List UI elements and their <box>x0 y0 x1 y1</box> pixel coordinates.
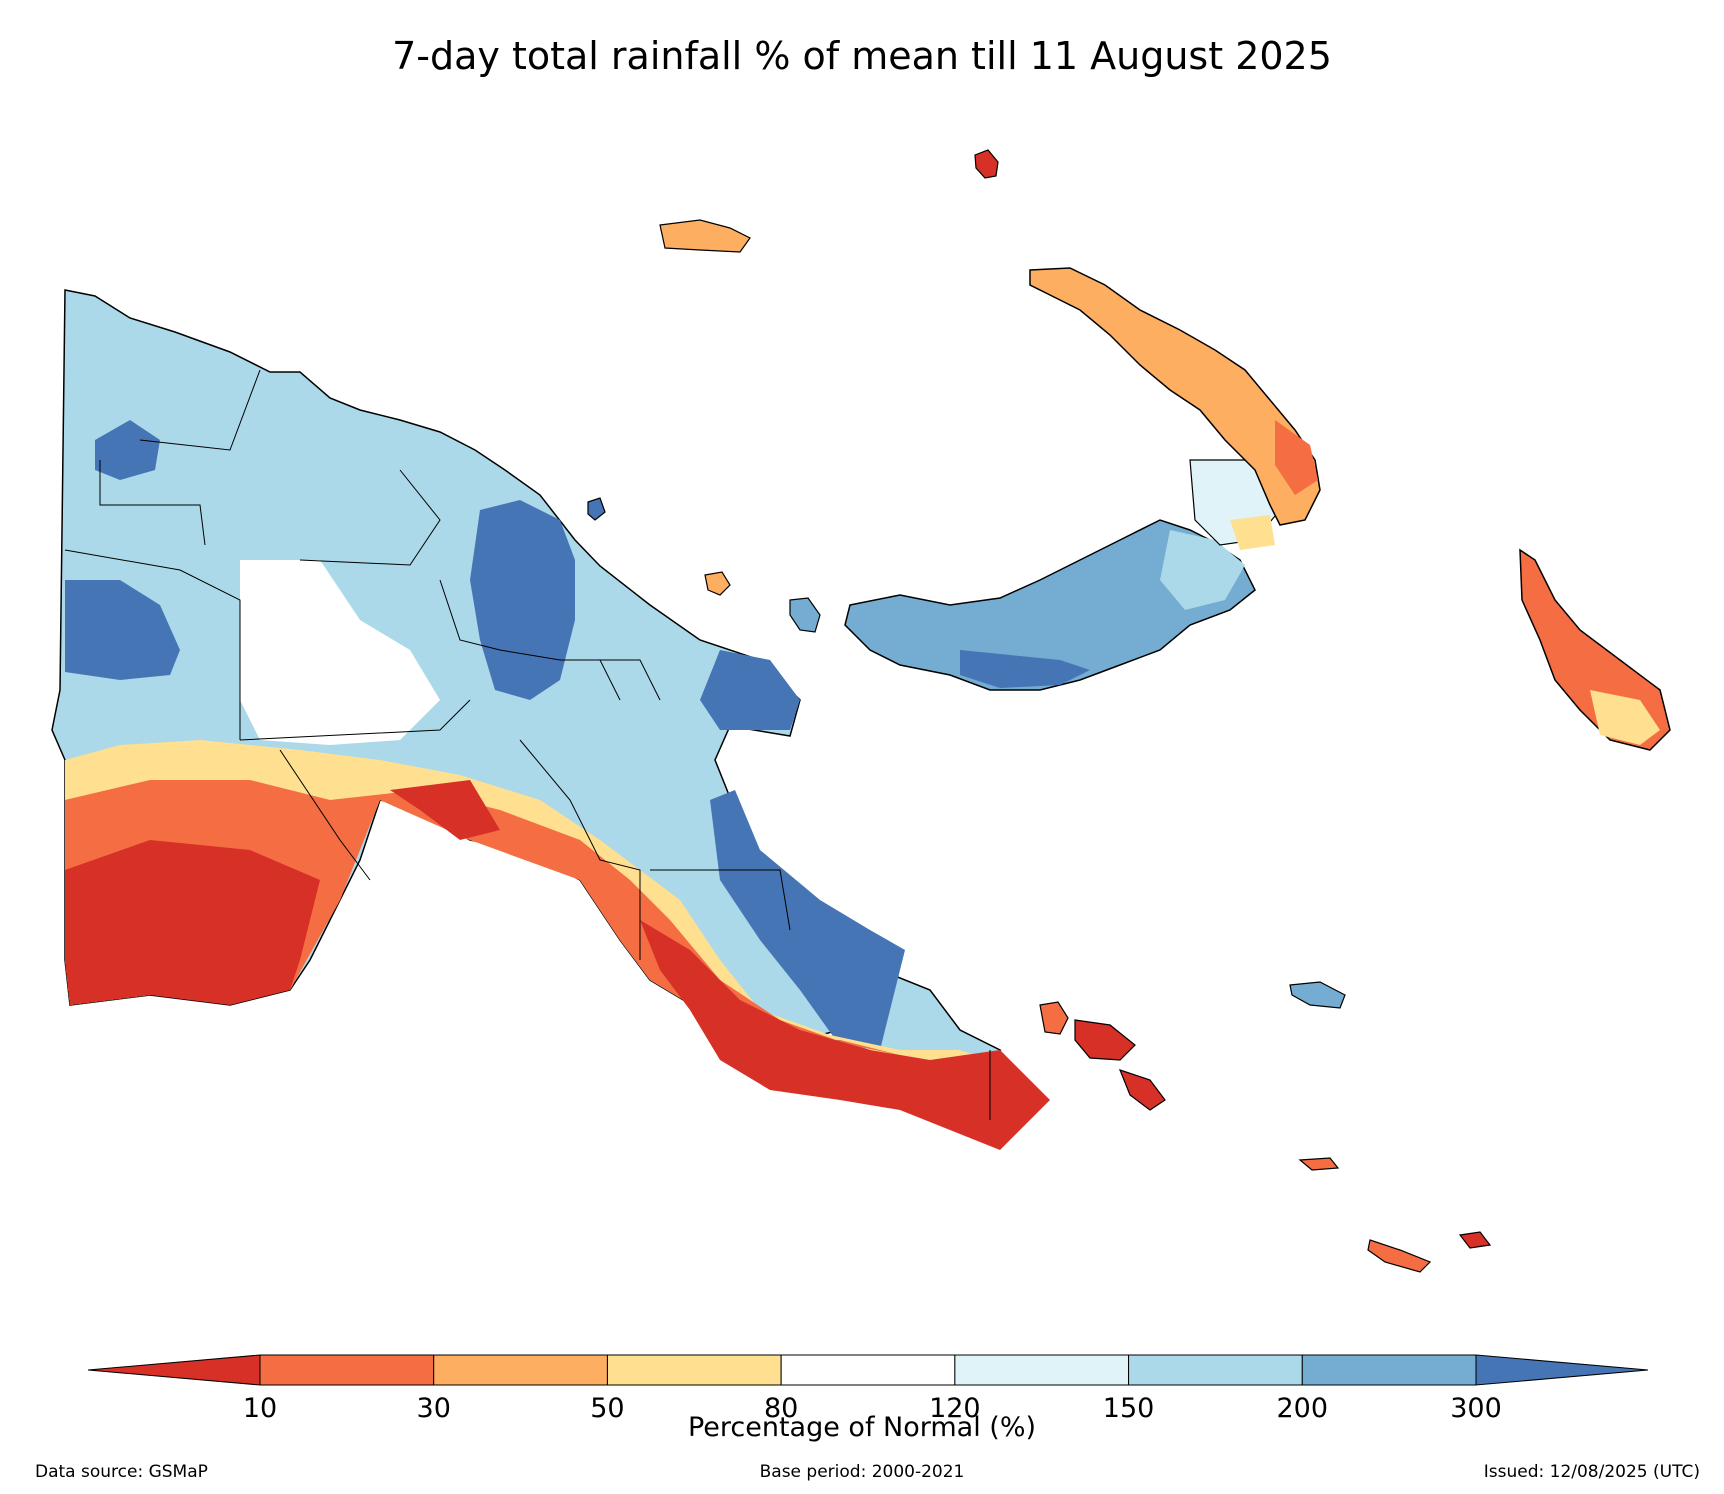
colorbar-tick-label: 10 <box>243 1393 277 1424</box>
zone-above-300-nw <box>95 420 160 480</box>
zone-above-300-coast <box>710 790 905 1060</box>
colorbar-tick-label: 80 <box>764 1393 798 1424</box>
zone-below-10-fly-coast <box>390 780 500 840</box>
colorbar-bin-below-10 <box>87 1354 261 1386</box>
zone-below-10-south <box>65 840 320 1005</box>
bougainville-dry <box>1590 690 1660 745</box>
island-new-britain <box>844 459 1291 691</box>
zone-above-300-east <box>700 650 800 730</box>
island-tagula <box>1367 1239 1432 1273</box>
data-source-note: Data source: GSMaP <box>35 1462 208 1482</box>
colorbar-tick-label: 200 <box>1277 1393 1329 1424</box>
island-manus <box>659 219 751 253</box>
colorbar-tick-label: 50 <box>590 1393 624 1424</box>
colorbar-bin <box>1128 1354 1303 1386</box>
island-fergusson <box>1074 1019 1136 1061</box>
island-small-orange <box>704 571 731 596</box>
new-britain-deep-blue <box>960 650 1090 688</box>
map-title: 7-day total rainfall % of mean till 11 A… <box>392 34 1332 78</box>
colorbar-tick-label: 300 <box>1450 1393 1502 1424</box>
base-period-note: Base period: 2000-2021 <box>759 1462 965 1482</box>
island-new-ireland <box>1029 267 1321 526</box>
colorbar-tick-label: 150 <box>1103 1393 1155 1424</box>
colorbar-bin-above-300 <box>1475 1354 1649 1386</box>
island-woodlark <box>1289 981 1346 1009</box>
zone-above-300-west <box>65 580 180 680</box>
mainland-png <box>51 289 1050 1150</box>
new-britain-east-blue <box>1160 530 1245 610</box>
colorbar-label: Percentage of Normal (%) <box>687 1412 1037 1443</box>
colorbar-bin <box>954 1354 1130 1386</box>
zone-above-300-north <box>470 500 575 700</box>
island-umboi <box>789 597 821 633</box>
colorbar: 10 30 50 80 120 150 200 300 <box>87 1354 1649 1424</box>
zone-below-10-southeast <box>640 920 1050 1150</box>
colorbar-bin <box>433 1354 608 1386</box>
colorbar-bin <box>1301 1354 1477 1386</box>
island-mussau <box>974 149 999 179</box>
new-ireland-orange <box>1275 420 1318 495</box>
new-britain-outline <box>844 519 1256 691</box>
new-britain-gazelle-dry <box>1230 515 1275 550</box>
colorbar-tick-label: 30 <box>417 1393 451 1424</box>
colorbar-bin <box>780 1354 956 1386</box>
issued-note: Issued: 12/08/2025 (UTC) <box>1483 1462 1700 1482</box>
island-rossel <box>1458 1231 1492 1249</box>
island-misima <box>1298 1157 1340 1171</box>
province-boundaries <box>64 369 991 1120</box>
zone-normal-central <box>240 560 440 745</box>
island-normanby <box>1118 1069 1166 1111</box>
colorbar-bin <box>259 1354 435 1386</box>
island-goodenough <box>1039 1001 1069 1035</box>
colorbar-tick-label: 120 <box>929 1393 981 1424</box>
colorbar-bin <box>606 1354 782 1386</box>
island-karkar <box>587 497 606 521</box>
